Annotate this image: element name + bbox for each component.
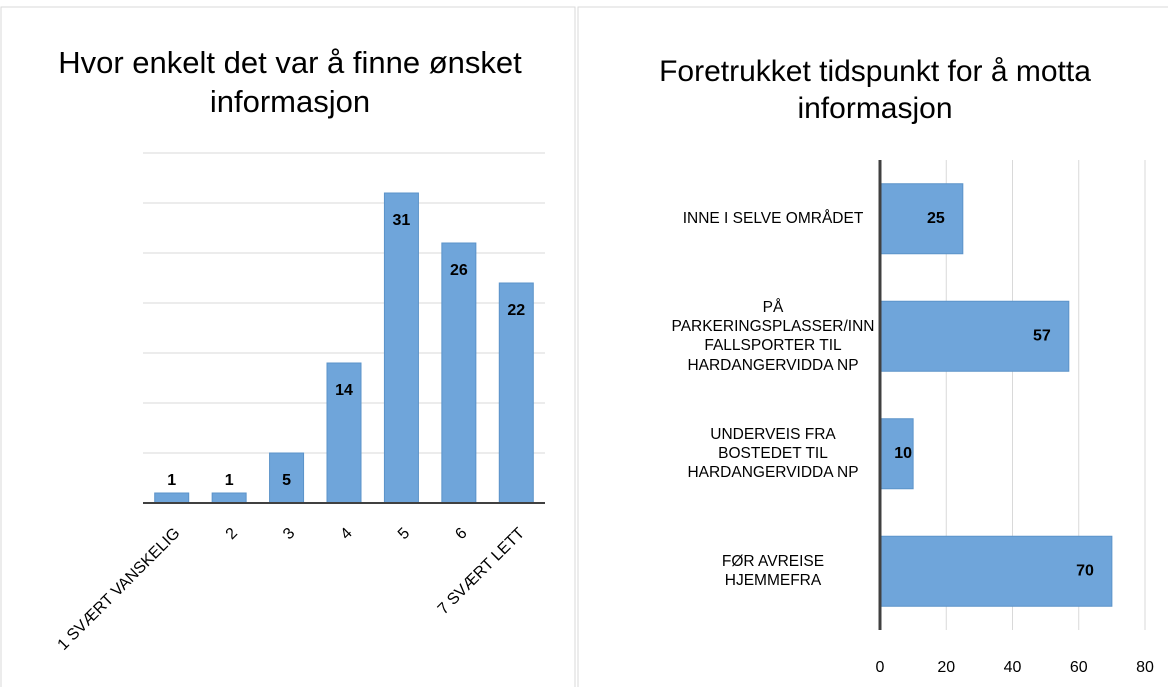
bar	[498, 282, 534, 504]
data-label: 31	[393, 212, 411, 229]
chart-title: Foretrukket tidspunkt for å motta inform…	[659, 54, 1091, 126]
bar	[383, 192, 419, 504]
x-tick-label: 20	[937, 659, 955, 676]
x-tick-label: 2	[223, 525, 241, 543]
x-tick-label: 80	[1136, 659, 1154, 676]
chart-title-box: Hvor enkelt det var å finne ønsket infor…	[58, 44, 522, 119]
x-tick-label: 60	[1070, 659, 1088, 676]
data-label: 57	[1033, 327, 1051, 344]
data-label: 1	[225, 472, 234, 489]
data-label: 22	[507, 302, 525, 319]
x-tick-label: 4	[337, 525, 355, 543]
y-tick-label: FØR AVREISE HJEMMEFRA	[721, 552, 825, 590]
x-tick-label: 1 SVÆRT VANSKELIG	[55, 525, 184, 654]
data-label: 70	[1076, 562, 1094, 579]
bar	[154, 492, 190, 504]
x-tick-label: 5	[395, 525, 413, 543]
chart-title-box: Foretrukket tidspunkt for å motta inform…	[659, 54, 1091, 126]
x-tick-label: 6	[452, 525, 470, 543]
bar	[879, 300, 1070, 372]
y-tick-label-box: PÅ PARKERINGSPLASSER/INN FALLSPORTER TIL…	[671, 298, 875, 374]
data-label: 5	[282, 472, 291, 489]
data-label: 25	[927, 210, 945, 227]
bar	[879, 535, 1113, 607]
x-tick-label: 3	[280, 525, 298, 543]
data-label: 1	[167, 472, 176, 489]
panel-border	[577, 6, 1168, 692]
y-tick-label: PÅ PARKERINGSPLASSER/INN FALLSPORTER TIL…	[671, 298, 875, 374]
y-tick-label-box: UNDERVEIS FRA BOSTEDET TIL HARDANGERVIDD…	[687, 425, 859, 482]
data-label: 26	[450, 262, 468, 279]
bar	[879, 418, 914, 490]
y-tick-label: INNE I SELVE OMRÅDET	[682, 210, 864, 228]
bar	[326, 362, 362, 504]
y-tick-label-box: INNE I SELVE OMRÅDET	[682, 210, 864, 228]
x-tick-label: 7 SVÆRT LETT	[435, 525, 529, 619]
chart-title: Hvor enkelt det var å finne ønsket infor…	[58, 44, 522, 119]
data-label: 14	[335, 382, 353, 399]
panel-border	[0, 6, 576, 692]
data-label: 10	[894, 445, 912, 462]
bar	[441, 242, 477, 504]
bar	[211, 492, 247, 504]
bar	[879, 183, 964, 255]
y-tick-label-box: FØR AVREISE HJEMMEFRA	[721, 552, 825, 590]
x-tick-label: 40	[1004, 659, 1022, 676]
x-tick-label: 0	[876, 659, 885, 676]
y-tick-label: UNDERVEIS FRA BOSTEDET TIL HARDANGERVIDD…	[687, 425, 859, 482]
